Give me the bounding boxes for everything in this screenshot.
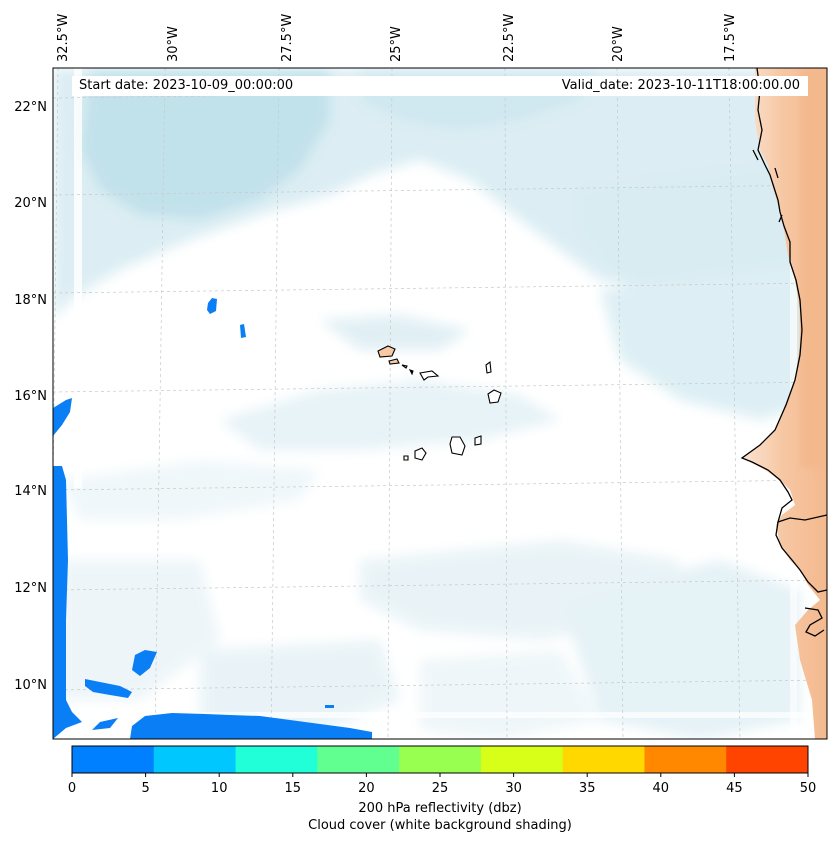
colorbar-swatch-8: [726, 746, 809, 773]
lon-label-22-5w: 22.5°W: [502, 14, 517, 62]
lon-label-20w: 20°W: [611, 26, 626, 62]
colorbar-swatch-0: [72, 746, 155, 773]
colorbar-label: 200 hPa reflectivity (dbz): [358, 801, 522, 816]
graticule: [53, 68, 827, 739]
colorbar-tick-label: 5: [141, 781, 149, 796]
lon-label-32-5w: 32.5°W: [56, 14, 71, 62]
colorbar-tick-label: 10: [211, 781, 228, 796]
colorbar-swatches: [72, 746, 809, 773]
cape-verde-islands: [377, 345, 502, 461]
lon-label-27-5w: 27.5°W: [280, 14, 295, 62]
colorbar-ticks: 0 5 10 15 20 25 30 35 40 45 50: [68, 773, 816, 796]
colorbar-tick-label: 45: [726, 781, 743, 796]
colorbar-sublabel: Cloud cover (white background shading): [308, 818, 572, 833]
lat-label-10n: 10°N: [14, 678, 47, 693]
africa-land: [742, 68, 827, 739]
lat-label-12n: 12°N: [14, 581, 47, 596]
colorbar-tick-label: 30: [505, 781, 522, 796]
lat-label-16n: 16°N: [14, 389, 47, 404]
start-date: Start date: 2023-10-09_00:00:00: [79, 78, 294, 93]
lat-label-14n: 14°N: [14, 484, 47, 499]
coastline: [740, 68, 827, 637]
lat-label-18n: 18°N: [14, 293, 47, 308]
colorbar-swatch-1: [153, 746, 237, 773]
latitude-labels: 22°N 20°N 18°N 16°N 14°N 12°N 10°N: [14, 100, 47, 693]
colorbar-swatch-5: [480, 746, 564, 773]
colorbar-tick-label: 20: [358, 781, 375, 796]
colorbar-swatch-6: [562, 746, 645, 773]
map-frame: [52, 67, 828, 740]
colorbar-tick-label: 35: [579, 781, 596, 796]
colorbar-tick-label: 15: [285, 781, 302, 796]
map-area: [53, 68, 827, 739]
colorbar-swatch-3: [317, 746, 400, 773]
longitude-labels: 32.5°W 30°W 27.5°W 25°W 22.5°W 20°W 17.5…: [56, 14, 738, 62]
colorbar: 0 5 10 15 20 25 30 35 40 45 50: [68, 745, 816, 796]
date-header-bar: Start date: 2023-10-09_00:00:00 Valid_da…: [72, 76, 808, 96]
lat-label-20n: 20°N: [14, 196, 47, 211]
lon-label-30w: 30°W: [166, 26, 181, 62]
colorbar-tick-label: 25: [432, 781, 449, 796]
colorbar-tick-label: 40: [653, 781, 670, 796]
reflectivity-patches: [53, 298, 372, 739]
cloud-cover-shading: [53, 68, 827, 739]
colorbar-tick-label: 0: [68, 781, 76, 796]
lat-label-22n: 22°N: [14, 100, 47, 115]
lon-label-17-5w: 17.5°W: [723, 14, 738, 62]
colorbar-tick-label: 50: [800, 781, 817, 796]
colorbar-swatch-2: [235, 746, 318, 773]
valid-date: Valid_date: 2023-10-11T18:00:00.00: [561, 78, 800, 93]
colorbar-swatch-7: [644, 746, 727, 773]
colorbar-swatch-4: [399, 746, 482, 773]
lon-label-25w: 25°W: [389, 26, 404, 62]
